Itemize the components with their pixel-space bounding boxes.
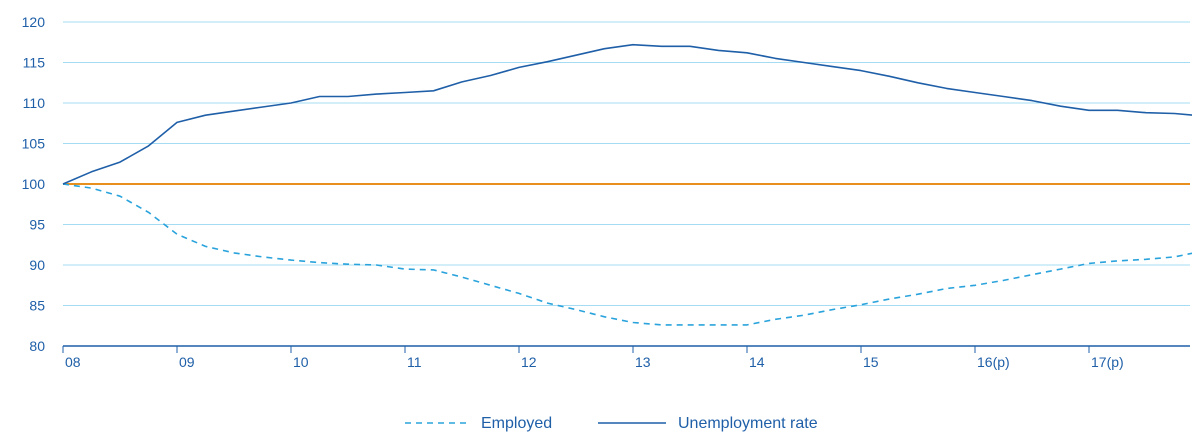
- y-tick-label: 85: [29, 298, 45, 314]
- series-line-unemployment-rate: [62, 43, 1192, 185]
- x-tick-label: 17(p): [1091, 354, 1124, 370]
- x-tick-label: 10: [293, 354, 309, 370]
- y-tick-label: 100: [22, 176, 46, 192]
- y-tick-label: 80: [29, 338, 45, 354]
- gridlines: [63, 21, 1190, 306]
- x-tick-label: 13: [635, 354, 651, 370]
- x-tick-label: 16(p): [977, 354, 1010, 370]
- y-tick-label: 90: [29, 257, 45, 273]
- x-tick-label: 15: [863, 354, 879, 370]
- legend-label: Unemployment rate: [678, 415, 818, 432]
- y-tick-label: 120: [22, 14, 46, 30]
- x-tick-label: 09: [179, 354, 195, 370]
- x-tick-label: 12: [521, 354, 537, 370]
- axes: 80 85 90 95 100 105 110 115 120 08 09 10 11 12 13 14 15 1…: [22, 14, 1190, 370]
- y-tick-label: 115: [23, 55, 46, 71]
- series-lines: [62, 43, 1192, 326]
- x-tick-label: 14: [749, 354, 765, 370]
- legend-label: Employed: [481, 415, 552, 432]
- series-line-employed: [62, 183, 1192, 326]
- x-tick-label: 11: [407, 354, 422, 370]
- x-tick-label: 08: [65, 354, 81, 370]
- legend: Employed Unemployment rate: [405, 415, 818, 432]
- y-tick-label: 110: [23, 95, 46, 111]
- y-tick-label: 105: [22, 136, 46, 152]
- y-tick-label: 95: [29, 217, 45, 233]
